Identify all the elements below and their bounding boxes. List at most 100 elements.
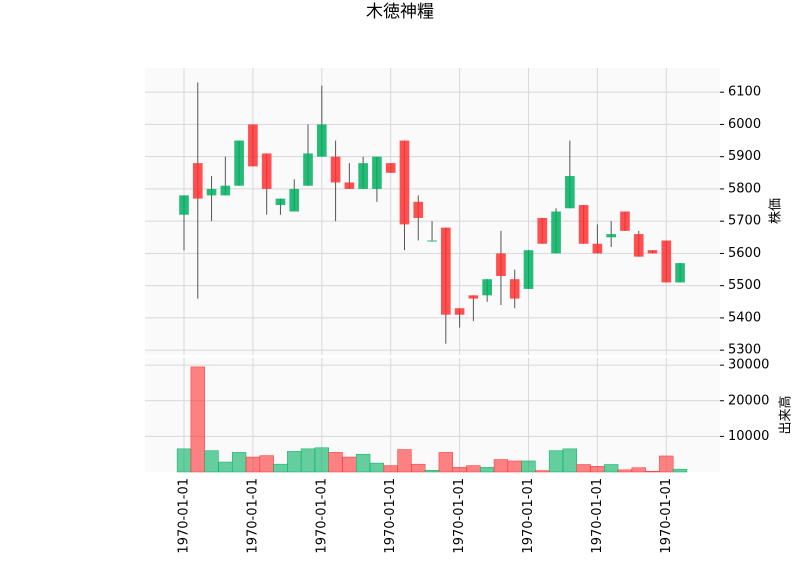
volume-panel xyxy=(145,358,720,472)
volume-bar xyxy=(424,469,440,473)
x-tick-label: 1970-01-01 xyxy=(177,478,192,554)
candle-body xyxy=(496,253,506,276)
candle-body xyxy=(248,124,258,167)
x-tick-label: 1970-01-01 xyxy=(245,478,260,554)
candle-body xyxy=(468,295,479,299)
volume-bar xyxy=(645,471,660,473)
volume-bar xyxy=(466,465,481,473)
candle-body xyxy=(523,250,534,289)
volume-bar xyxy=(535,470,550,473)
candle-body xyxy=(592,243,603,254)
y2-axis-label: 出来高 xyxy=(778,395,794,434)
volume-bar xyxy=(383,465,398,473)
y2-tick-label: 10000 xyxy=(728,429,769,444)
volume-bar xyxy=(397,449,412,473)
y-tick-label: 6100 xyxy=(728,85,761,100)
candle-body xyxy=(220,185,231,196)
y-tick-label: 5300 xyxy=(728,343,761,358)
volume-bar xyxy=(631,467,646,473)
y-tick-label: 5800 xyxy=(728,181,761,196)
volume-bar xyxy=(369,462,385,473)
x-tick-label: 1970-01-01 xyxy=(590,478,605,554)
volume-bar xyxy=(356,453,371,473)
volume-bar xyxy=(411,463,426,473)
candle-body xyxy=(482,279,492,296)
volume-bar xyxy=(259,455,274,473)
candle-body xyxy=(385,163,396,173)
price-panel xyxy=(145,68,720,355)
candle-body xyxy=(675,263,685,283)
candle-body xyxy=(633,234,644,257)
volume-bar xyxy=(204,450,219,473)
candle-body xyxy=(261,153,272,189)
volume-bar xyxy=(672,468,688,473)
candle-body xyxy=(578,205,589,244)
volume-bar xyxy=(493,459,509,473)
y-axis-label: 株価 xyxy=(769,198,784,224)
volume-bar xyxy=(273,463,288,473)
candle-body xyxy=(206,188,217,196)
y2-tick-label: 30000 xyxy=(728,358,769,373)
volume-bar xyxy=(548,450,564,473)
y-tick-label: 5700 xyxy=(728,214,761,229)
volume-bar xyxy=(507,460,522,473)
x-tick-label: 1970-01-01 xyxy=(521,478,536,554)
candle-body xyxy=(303,153,313,186)
volume-bar xyxy=(576,464,591,473)
volume-bar xyxy=(604,464,619,473)
candle-body xyxy=(179,195,189,215)
candle-body xyxy=(661,240,672,283)
y-tick-label: 5600 xyxy=(728,246,761,261)
candle-body xyxy=(372,156,382,189)
volume-bar xyxy=(562,448,577,473)
candle-body xyxy=(454,308,465,315)
volume-bar xyxy=(245,456,261,473)
candle-body xyxy=(399,140,410,225)
volume-bar xyxy=(176,448,192,473)
candle-body xyxy=(413,201,424,218)
x-tick-label: 1970-01-01 xyxy=(452,478,467,554)
candle-body xyxy=(358,163,368,189)
candle-body xyxy=(275,198,286,206)
candle-body xyxy=(565,176,575,209)
volume-bar xyxy=(314,447,329,473)
candle-body xyxy=(289,188,300,212)
volume-bar xyxy=(438,452,453,473)
volume-bar xyxy=(480,467,495,473)
volume-bar xyxy=(521,460,536,473)
volume-bar xyxy=(659,455,674,473)
candle-body xyxy=(620,211,630,231)
candle-body xyxy=(427,240,437,242)
candle-body xyxy=(509,279,520,299)
volume-bar xyxy=(190,366,205,473)
x-tick-label: 1970-01-01 xyxy=(314,478,329,554)
y-tick-label: 5500 xyxy=(728,278,761,293)
chart-title: 木徳神糧 xyxy=(366,2,434,22)
volume-bar xyxy=(342,456,357,473)
volume-bar xyxy=(590,466,605,473)
volume-bar xyxy=(287,451,302,473)
volume-bar xyxy=(218,461,233,473)
candle-body xyxy=(330,156,341,183)
candle-body xyxy=(551,211,561,254)
candle-body xyxy=(606,234,617,238)
volume-bar xyxy=(300,448,316,473)
y-tick-label: 5400 xyxy=(728,310,761,325)
volume-bar xyxy=(328,452,343,473)
candle-body xyxy=(440,227,451,315)
candle-body xyxy=(316,124,327,157)
volume-bar xyxy=(231,452,247,473)
x-tick-label: 1970-01-01 xyxy=(659,478,674,554)
volume-bar xyxy=(617,469,633,473)
candle-body xyxy=(192,163,203,199)
y-tick-label: 6000 xyxy=(728,117,761,132)
candle-body xyxy=(344,182,355,189)
y2-tick-label: 20000 xyxy=(728,393,769,408)
y-tick-label: 5900 xyxy=(728,149,761,164)
x-tick-label: 1970-01-01 xyxy=(383,478,398,554)
candle-body xyxy=(234,140,244,186)
candle-body xyxy=(537,217,548,244)
candle-body xyxy=(647,250,658,254)
volume-bar xyxy=(452,467,467,473)
